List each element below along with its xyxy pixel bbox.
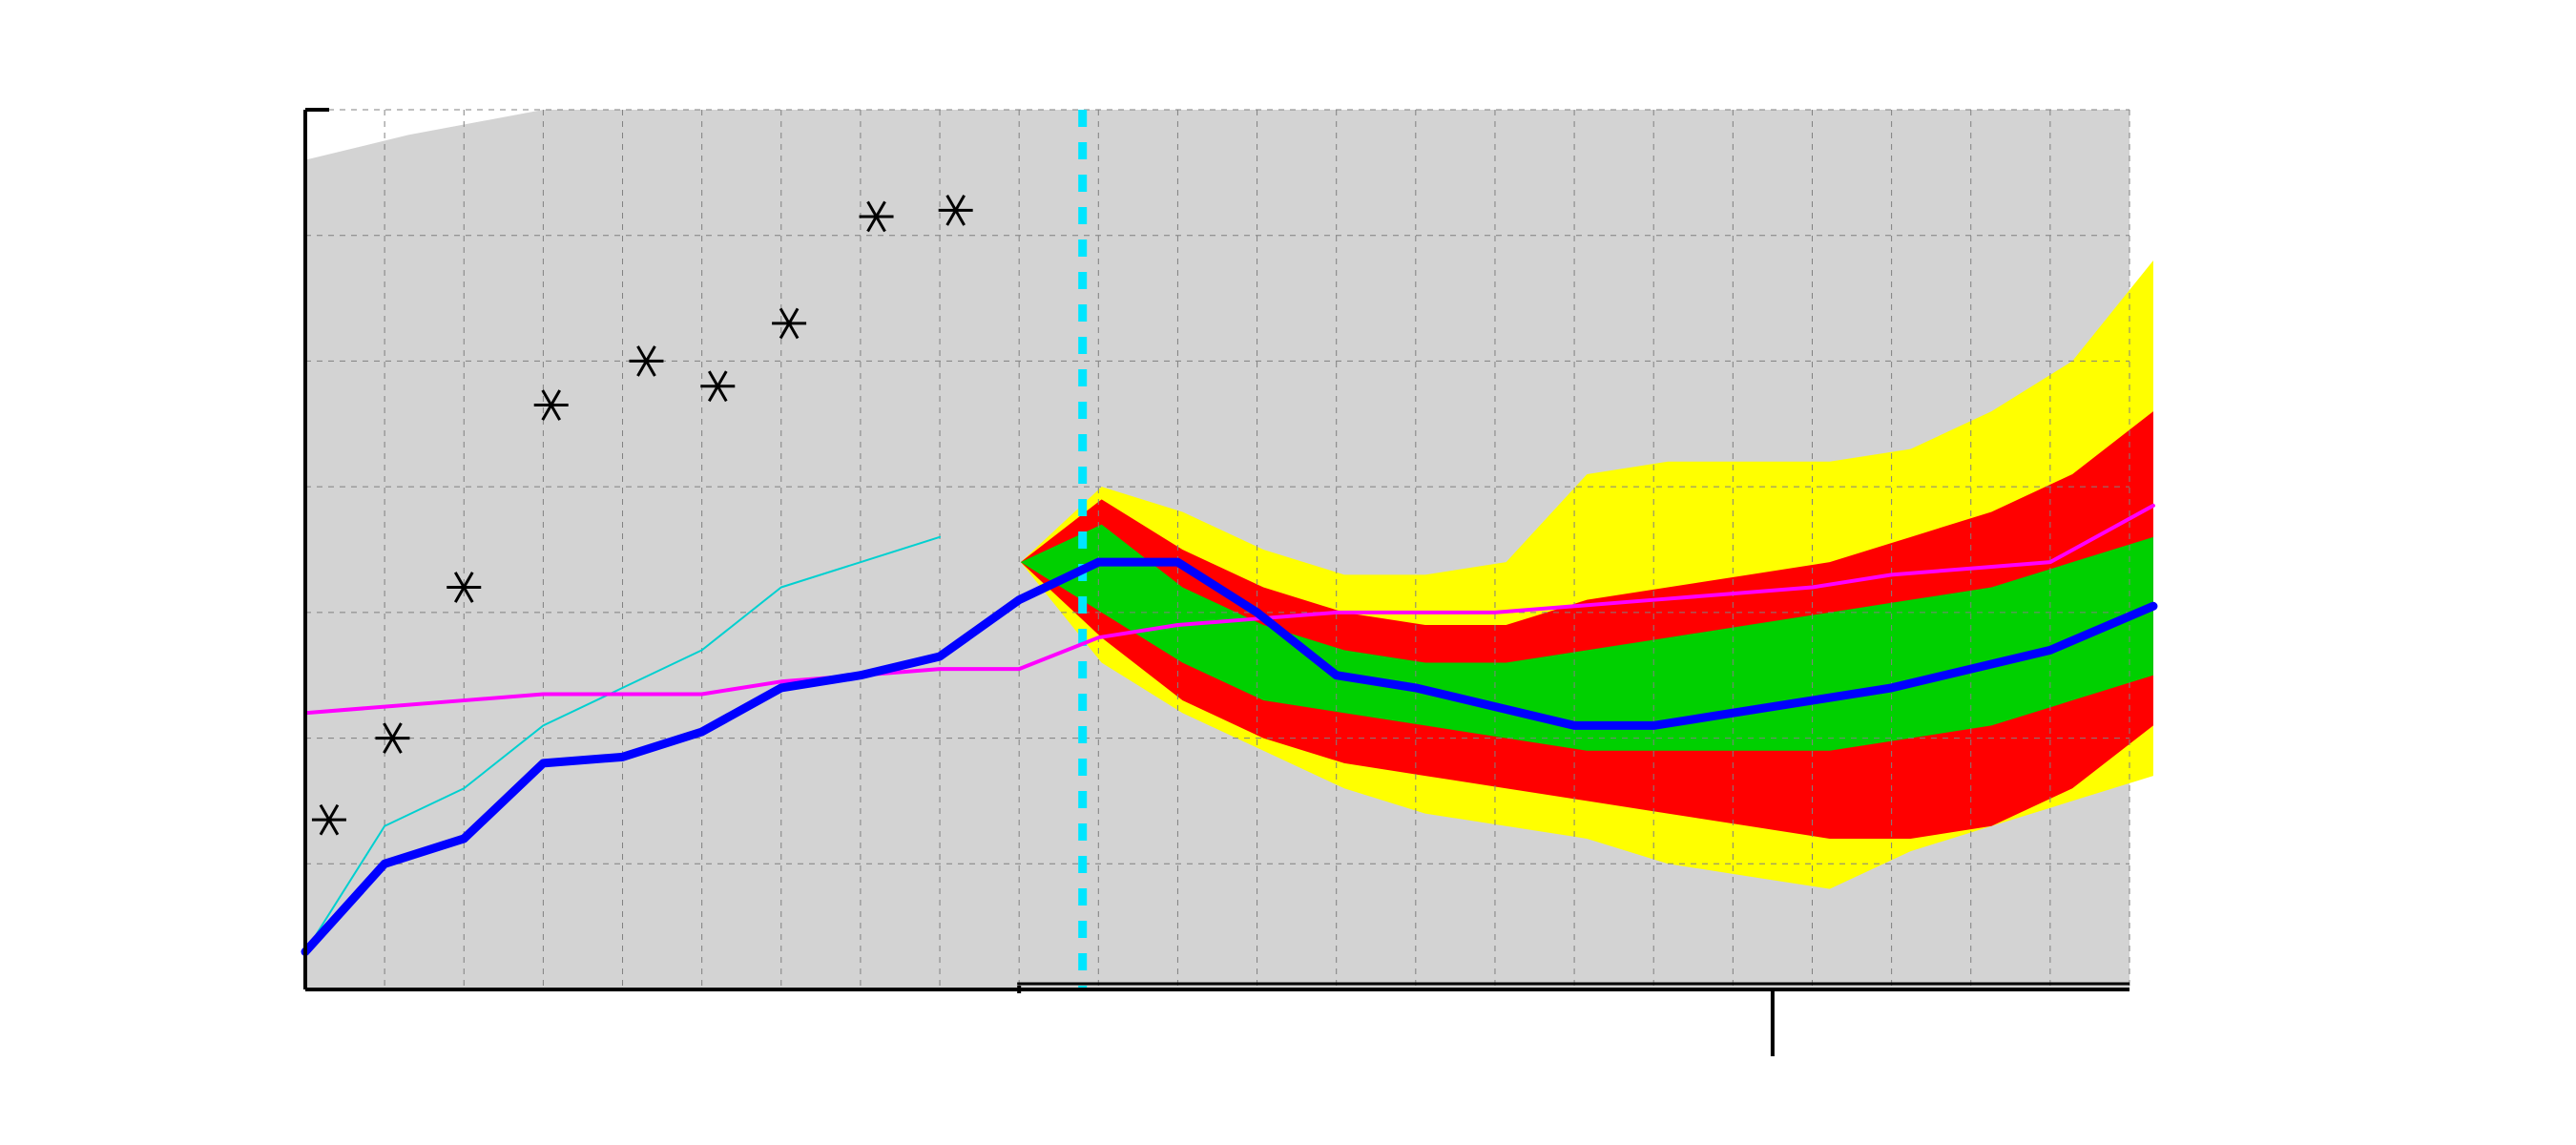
snow-water-chart: [0, 0, 2576, 1145]
